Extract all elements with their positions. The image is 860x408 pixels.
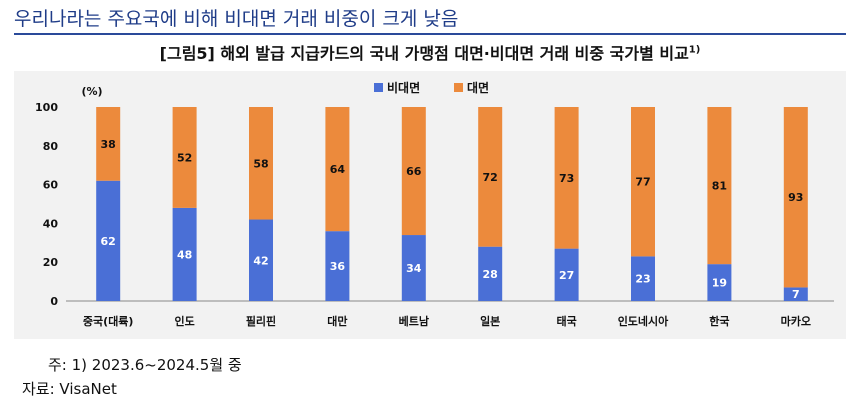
data-label-nonface: 62	[101, 235, 116, 248]
bar-face	[478, 107, 503, 247]
source-note: 자료: VisaNet	[22, 380, 117, 398]
x-category-label: 중국(대륙)	[83, 314, 134, 328]
headline: 우리나라는 주요국에 비해 비대면 거래 비중이 크게 낮음	[14, 8, 459, 30]
figure-title: [그림5] 해외 발급 지급카드의 국내 가맹점 대면·비대면 거래 비중 국가…	[0, 40, 860, 64]
bar-nonface	[325, 231, 350, 301]
legend-swatch	[454, 83, 463, 92]
x-category-label: 대만	[327, 314, 347, 328]
data-label-nonface: 28	[483, 268, 498, 281]
y-tick-label: 100	[35, 101, 58, 114]
bar-face	[707, 107, 732, 265]
bar-face	[249, 107, 273, 220]
bar-nonface	[172, 207, 197, 301]
bar-face	[172, 107, 197, 208]
data-label-face: 38	[101, 138, 116, 151]
figure-title-text: [그림5] 해외 발급 지급카드의 국내 가맹점 대면·비대면 거래 비중 국가…	[159, 44, 689, 63]
data-label-nonface: 36	[330, 260, 346, 273]
y-tick-label: 20	[43, 256, 59, 269]
y-tick-label: 40	[43, 217, 59, 230]
y-tick-label: 0	[50, 295, 58, 308]
legend-label: 비대면	[387, 80, 420, 95]
data-label-face: 52	[177, 151, 192, 164]
headline-divider	[14, 33, 846, 35]
bar-face	[96, 107, 121, 181]
data-label-nonface: 7	[792, 288, 800, 301]
figure-title-footnote-mark: 1)	[688, 44, 701, 56]
x-category-label: 인도	[174, 314, 194, 328]
bar-nonface	[707, 264, 732, 301]
data-label-nonface: 27	[559, 269, 574, 282]
bar-face	[783, 107, 808, 288]
bar-nonface	[401, 235, 426, 301]
footnote: 주: 1) 2023.6~2024.5월 중	[48, 356, 242, 374]
x-category-label: 필리핀	[246, 314, 276, 328]
legend-label: 대면	[467, 80, 489, 95]
data-label-face: 77	[635, 176, 650, 189]
x-category-label: 한국	[709, 314, 729, 328]
bar-face	[554, 107, 579, 249]
data-label-nonface: 19	[712, 277, 727, 290]
x-category-label: 베트남	[399, 314, 429, 328]
data-label-nonface: 23	[635, 273, 650, 286]
x-category-label: 인도네시아	[618, 314, 669, 328]
data-label-nonface: 42	[253, 254, 268, 267]
bar-face	[631, 107, 655, 257]
data-label-face: 93	[788, 191, 803, 204]
bar-nonface	[631, 256, 655, 301]
data-label-face: 58	[253, 157, 268, 170]
data-label-face: 73	[559, 172, 574, 185]
bar-nonface	[783, 287, 808, 301]
data-label-face: 81	[712, 180, 727, 193]
bar-nonface	[96, 180, 121, 301]
bar-face	[325, 107, 350, 232]
data-label-face: 72	[483, 171, 498, 184]
data-label-face: 64	[330, 163, 346, 176]
x-category-label: 마카오	[781, 314, 811, 328]
x-category-label: 일본	[480, 314, 500, 328]
bar-nonface	[249, 219, 273, 301]
y-axis-unit-label: (%)	[81, 85, 102, 98]
chart-area: (%) 0 20 40 60 80 100 비대면 대면 62 38 중국(대륙) 48 52 인도 42 58…	[14, 71, 846, 339]
y-tick-label: 80	[43, 140, 59, 153]
data-label-nonface: 48	[177, 248, 192, 261]
legend-swatch	[374, 83, 383, 92]
x-category-label: 태국	[556, 314, 576, 328]
bar-nonface	[554, 248, 579, 301]
stacked-bar-chart: (%) 0 20 40 60 80 100 비대면 대면 62 38 중국(대륙) 48 52 인도 42 58…	[35, 80, 834, 328]
y-tick-label: 60	[43, 179, 59, 192]
bar-nonface	[478, 246, 503, 301]
data-label-face: 66	[406, 165, 422, 178]
bar-face	[401, 107, 426, 236]
data-label-nonface: 34	[406, 262, 422, 275]
